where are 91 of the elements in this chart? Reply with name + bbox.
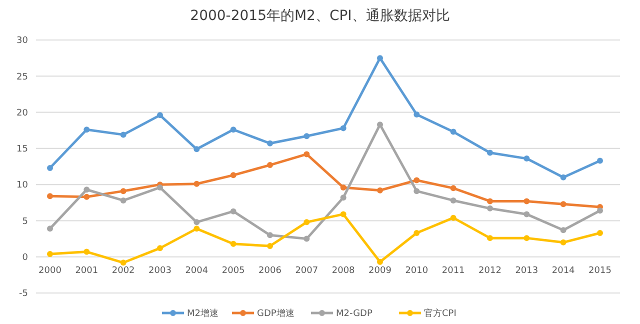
x-tick-label: 2004 — [185, 266, 208, 276]
x-tick-label: 2006 — [258, 266, 282, 276]
point — [194, 219, 200, 226]
point — [340, 194, 346, 201]
point — [450, 214, 456, 221]
x-tick-label: 2009 — [368, 266, 392, 276]
point — [194, 146, 200, 152]
point — [157, 112, 163, 118]
y-tick-label: 10 — [16, 180, 28, 191]
x-tick-label: 2001 — [75, 266, 98, 276]
point — [304, 133, 310, 140]
point — [194, 180, 200, 187]
point — [377, 258, 383, 265]
point — [597, 208, 603, 214]
x-tick-label: 2002 — [112, 266, 135, 276]
x-tick-label: 2000 — [38, 266, 62, 276]
point — [230, 126, 236, 133]
point — [524, 211, 530, 218]
point — [230, 240, 236, 247]
point — [230, 208, 236, 214]
point — [267, 162, 273, 168]
point — [377, 122, 383, 128]
point — [414, 111, 420, 118]
x-tick-label: 2014 — [552, 266, 576, 276]
point — [120, 197, 126, 204]
y-tick-label: 15 — [16, 144, 28, 155]
point — [120, 188, 126, 194]
point — [450, 197, 456, 204]
x-tick-label: 2003 — [148, 266, 172, 276]
point — [84, 194, 90, 200]
point — [377, 55, 383, 62]
point — [157, 184, 163, 190]
point — [47, 250, 53, 257]
x-tick-label: 2015 — [588, 266, 612, 276]
x-tick-label: 2011 — [442, 266, 465, 276]
point — [157, 245, 163, 252]
point — [47, 226, 53, 232]
point — [47, 193, 53, 200]
y-tick-label: -5 — [19, 289, 28, 300]
point — [524, 198, 530, 204]
legend-label: 官方CPI — [424, 308, 456, 319]
point — [597, 230, 603, 236]
x-tick-label: 2007 — [295, 266, 318, 276]
point — [47, 164, 53, 171]
point — [414, 188, 420, 194]
point — [340, 184, 346, 190]
x-tick-label: 2013 — [515, 266, 538, 276]
point — [560, 227, 566, 234]
y-tick-label: 20 — [16, 108, 28, 118]
point — [120, 132, 126, 138]
point — [450, 128, 456, 135]
point — [267, 140, 273, 146]
point — [84, 126, 90, 133]
point — [560, 239, 566, 246]
point — [84, 186, 90, 193]
x-tick-label: 2010 — [405, 266, 428, 276]
point — [340, 125, 346, 132]
point — [487, 235, 493, 242]
point — [414, 230, 420, 236]
point — [524, 235, 530, 242]
point — [450, 185, 456, 192]
y-tick-label: 5 — [22, 216, 28, 227]
x-tick-label: 2008 — [332, 266, 356, 276]
point — [487, 150, 493, 156]
legend-label: M2增速 — [187, 308, 218, 319]
legend-label: GDP增速 — [257, 308, 294, 319]
y-tick-label: 0 — [22, 253, 28, 264]
point — [487, 198, 493, 204]
point — [84, 248, 90, 255]
y-tick-label: 30 — [16, 36, 28, 46]
x-tick-label: 2005 — [222, 266, 245, 276]
point — [304, 151, 310, 158]
point — [487, 205, 493, 212]
point — [304, 219, 310, 226]
point — [524, 156, 530, 162]
x-tick-label: 2012 — [478, 266, 502, 276]
point — [120, 260, 126, 266]
point — [414, 177, 420, 184]
point — [597, 158, 603, 164]
point — [267, 232, 273, 238]
chart-title: 2000-2015年的M2、CPI、通胀数据对比 — [190, 8, 450, 24]
point — [560, 174, 566, 180]
y-tick-label: 25 — [16, 72, 28, 82]
point — [377, 187, 383, 194]
point — [560, 201, 566, 208]
point — [304, 236, 310, 242]
point — [267, 243, 273, 250]
point — [340, 211, 346, 218]
point — [194, 226, 200, 232]
legend-label: M2-GDP — [336, 309, 373, 319]
point — [230, 172, 236, 178]
